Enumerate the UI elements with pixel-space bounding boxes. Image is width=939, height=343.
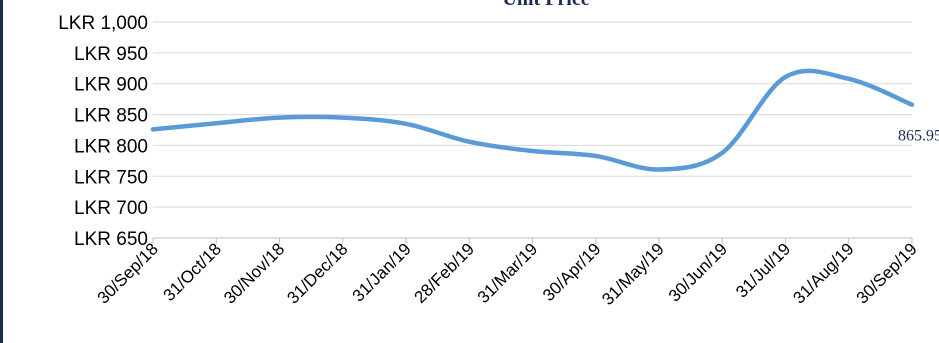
data-point — [404, 122, 408, 126]
y-tick-label: LKR 900 — [74, 75, 148, 96]
y-tick-label: LKR 800 — [74, 136, 148, 157]
x-tick-label: 31/Oct/18 — [160, 239, 226, 305]
unit-price-chart: Unit Price LKR 1,000 LKR 950 LKR 900 LKR 85… — [58, 0, 939, 309]
data-point — [784, 75, 788, 79]
y-tick-label: LKR 950 — [74, 44, 148, 65]
x-tick-label: 28/Feb/19 — [411, 239, 479, 307]
x-tick-label: 31/Jan/19 — [349, 239, 415, 305]
data-point — [151, 127, 155, 131]
chart-title: Unit Price — [502, 0, 589, 10]
y-axis-tick-labels: LKR 1,000 LKR 950 LKR 900 LKR 850 LKR 800 LKR… — [58, 13, 148, 250]
x-tick-label: 30/Sep/19 — [853, 239, 921, 307]
x-tick-label: 31/May/19 — [598, 239, 668, 309]
x-tick-label: 31/Mar/19 — [474, 239, 542, 307]
x-tick-label: 30/Nov/18 — [220, 239, 288, 307]
gridlines — [153, 21, 912, 208]
data-point — [657, 167, 661, 171]
data-point — [531, 149, 535, 153]
data-point — [341, 116, 345, 120]
y-tick-label: LKR 850 — [74, 106, 148, 127]
data-point — [847, 77, 851, 81]
unit-price-line — [150, 68, 915, 172]
data-point — [467, 140, 471, 144]
x-tick-label: 31/Dec/18 — [283, 239, 351, 307]
data-point — [720, 151, 724, 155]
y-tick-label: LKR 700 — [74, 198, 148, 219]
y-tick-label: LKR 1,000 — [58, 13, 148, 34]
y-tick-label: LKR 750 — [74, 167, 148, 188]
data-point — [910, 103, 914, 107]
x-tick-label: 31/Jul/19 — [732, 239, 794, 301]
x-tick-label: 30/Jun/19 — [665, 239, 731, 305]
data-label: 865.95 — [898, 128, 939, 145]
data-point — [594, 154, 598, 158]
x-tick-label: 30/Apr/19 — [539, 239, 605, 305]
x-tick-label: 31/Aug/19 — [789, 239, 857, 307]
data-point — [214, 121, 218, 125]
data-point — [278, 116, 282, 120]
y-tick-label: LKR 650 — [74, 229, 148, 250]
series-layer — [150, 68, 915, 172]
x-axis: 30/Sep/1831/Oct/1830/Nov/1831/Dec/1831/J… — [94, 237, 921, 309]
data-label-layer: 865.95 — [898, 128, 939, 145]
